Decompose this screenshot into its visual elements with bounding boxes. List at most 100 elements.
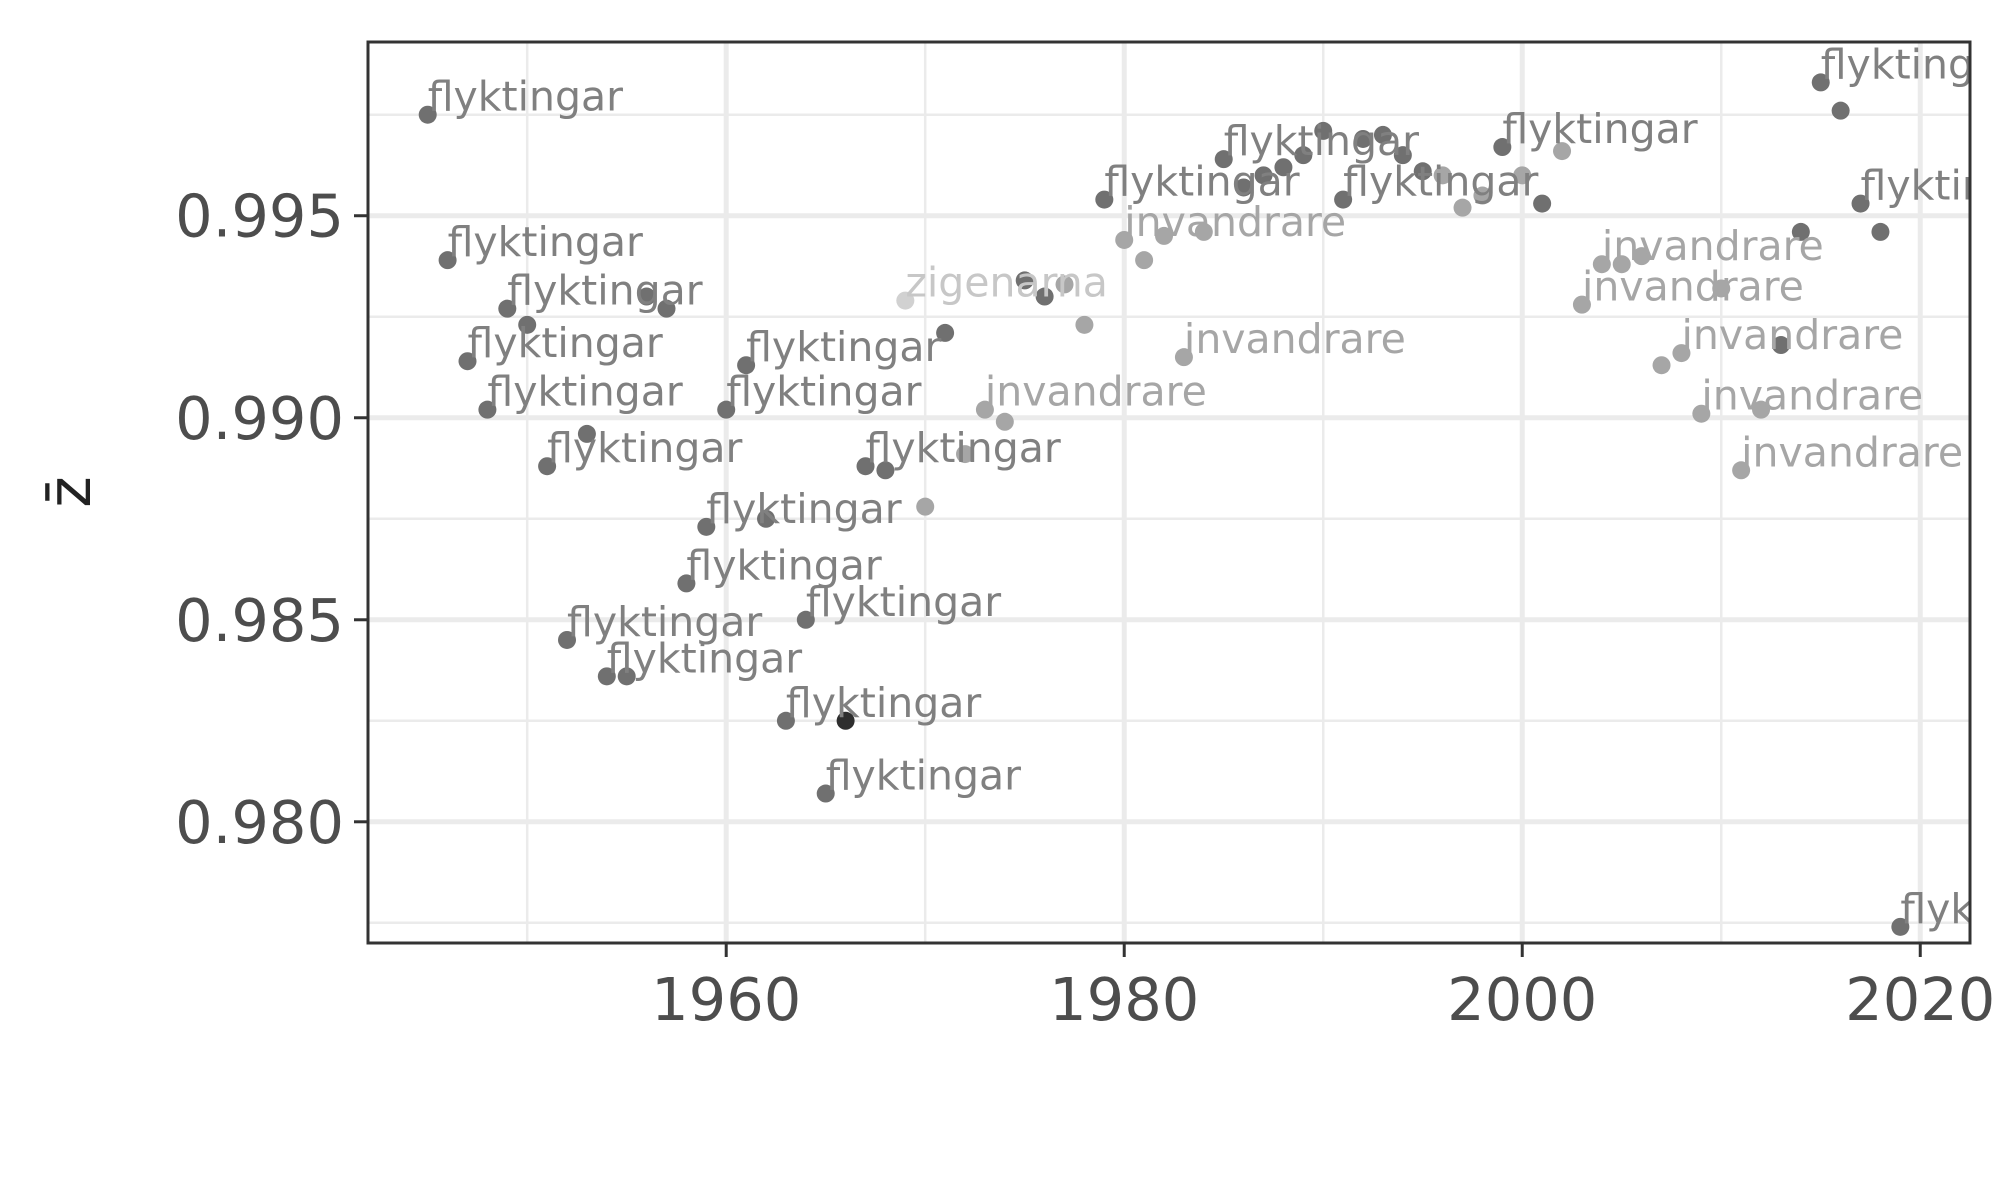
data-point xyxy=(1413,162,1432,181)
data-point xyxy=(1433,166,1452,185)
point-label: flyktingar xyxy=(1502,105,1697,153)
y-axis-title: z̄ xyxy=(35,476,105,508)
data-point xyxy=(498,299,517,318)
data-point xyxy=(1632,247,1651,266)
point-labels: flyktingarflyktingarflyktingarflyktingar… xyxy=(428,42,2007,933)
point-label: flyktingar xyxy=(428,73,623,121)
point-label: flyktingar xyxy=(806,578,1001,626)
data-point xyxy=(1871,222,1890,241)
data-point xyxy=(1095,190,1114,209)
data-point xyxy=(1612,255,1631,274)
point-label: invandrare xyxy=(1184,315,1406,363)
data-point xyxy=(956,445,975,464)
data-point xyxy=(1851,194,1870,213)
point-label: invandrare xyxy=(985,368,1207,416)
point-label: flyktingar xyxy=(1104,158,1299,206)
data-point xyxy=(1811,73,1830,92)
data-point xyxy=(1592,255,1611,274)
point-label: flyktingar xyxy=(507,267,702,315)
data-point xyxy=(1831,101,1850,120)
data-point xyxy=(1115,230,1134,249)
point-label: zigenarna xyxy=(905,259,1108,307)
data-point xyxy=(1354,129,1373,148)
axes: 1960 1980 2000 2020 0.980 0.985 0.990 0.995 xyxy=(175,182,1995,1034)
data-point xyxy=(697,517,716,536)
point-label: flyktingar xyxy=(1900,885,2007,933)
plot-panel xyxy=(368,42,1970,943)
plot-border xyxy=(366,40,1972,945)
point-label: flyktingar xyxy=(607,634,802,682)
data-point xyxy=(438,251,457,270)
data-point xyxy=(916,497,935,516)
point-label: flyktingar xyxy=(567,598,762,646)
point-label: flyktingar xyxy=(468,319,663,367)
y-tick-label: 0.995 xyxy=(175,182,344,251)
point-label: flyktingar xyxy=(1224,117,1419,165)
data-point xyxy=(876,461,895,480)
data-point xyxy=(677,574,696,593)
data-point xyxy=(1513,166,1532,185)
data-point xyxy=(418,105,437,124)
data-point xyxy=(1572,295,1591,314)
data-point xyxy=(1393,146,1412,165)
data-point xyxy=(816,784,835,803)
point-label: invandrare xyxy=(1582,263,1804,311)
y-tick-label: 0.985 xyxy=(175,586,344,655)
data-point xyxy=(577,424,596,443)
data-point xyxy=(1493,138,1512,157)
point-label: flyktingar xyxy=(786,679,981,727)
data-point xyxy=(1771,336,1790,355)
data-point xyxy=(597,667,616,686)
point-label: flyktingar xyxy=(448,218,643,266)
point-label: flyktingar xyxy=(1343,158,1538,206)
data-point xyxy=(518,315,537,334)
y-tick-label: 0.990 xyxy=(175,384,344,453)
data-point xyxy=(796,610,815,629)
data-point xyxy=(1055,275,1074,294)
data-point xyxy=(538,457,557,476)
data-point xyxy=(657,299,676,318)
x-tick-label: 1960 xyxy=(651,965,801,1034)
data-point xyxy=(1712,279,1731,298)
data-point xyxy=(936,323,955,342)
data-point xyxy=(737,356,756,375)
data-point xyxy=(1155,226,1174,245)
y-tick-label: 0.980 xyxy=(175,788,344,857)
point-label: invandrare xyxy=(1602,222,1824,270)
data-point xyxy=(1473,186,1492,205)
data-point xyxy=(717,400,736,419)
point-label: flyktingar xyxy=(1861,162,2007,210)
point-label: flyktingar xyxy=(826,752,1021,800)
point-label: flyktingar xyxy=(686,541,881,589)
x-tick-label: 2000 xyxy=(1447,965,1597,1034)
data-point xyxy=(1334,190,1353,209)
x-tick-label: 2020 xyxy=(1845,965,1995,1034)
data-point xyxy=(1294,146,1313,165)
point-label: flyktingar xyxy=(706,485,901,533)
x-tick-label: 1980 xyxy=(1049,965,1199,1034)
data-point xyxy=(995,412,1014,431)
data-point xyxy=(975,400,994,419)
data-point xyxy=(637,287,656,306)
point-label: invandrare xyxy=(1741,428,1963,476)
data-point xyxy=(1553,142,1572,161)
data-points xyxy=(418,73,1910,936)
data-point xyxy=(1234,178,1253,197)
data-point xyxy=(1015,271,1034,290)
point-label: flyktingar xyxy=(726,368,921,416)
data-point xyxy=(836,711,855,730)
data-point xyxy=(1373,125,1392,144)
data-point xyxy=(1194,222,1213,241)
data-point xyxy=(1453,198,1472,217)
data-point xyxy=(1791,222,1810,241)
data-point xyxy=(1214,150,1233,169)
data-point xyxy=(1652,356,1671,375)
data-point xyxy=(1174,348,1193,367)
point-label: flyktingar xyxy=(547,424,742,472)
data-point xyxy=(558,630,577,649)
data-point xyxy=(1891,917,1910,936)
data-point xyxy=(856,457,875,476)
data-point xyxy=(1274,158,1293,177)
data-point xyxy=(1075,315,1094,334)
